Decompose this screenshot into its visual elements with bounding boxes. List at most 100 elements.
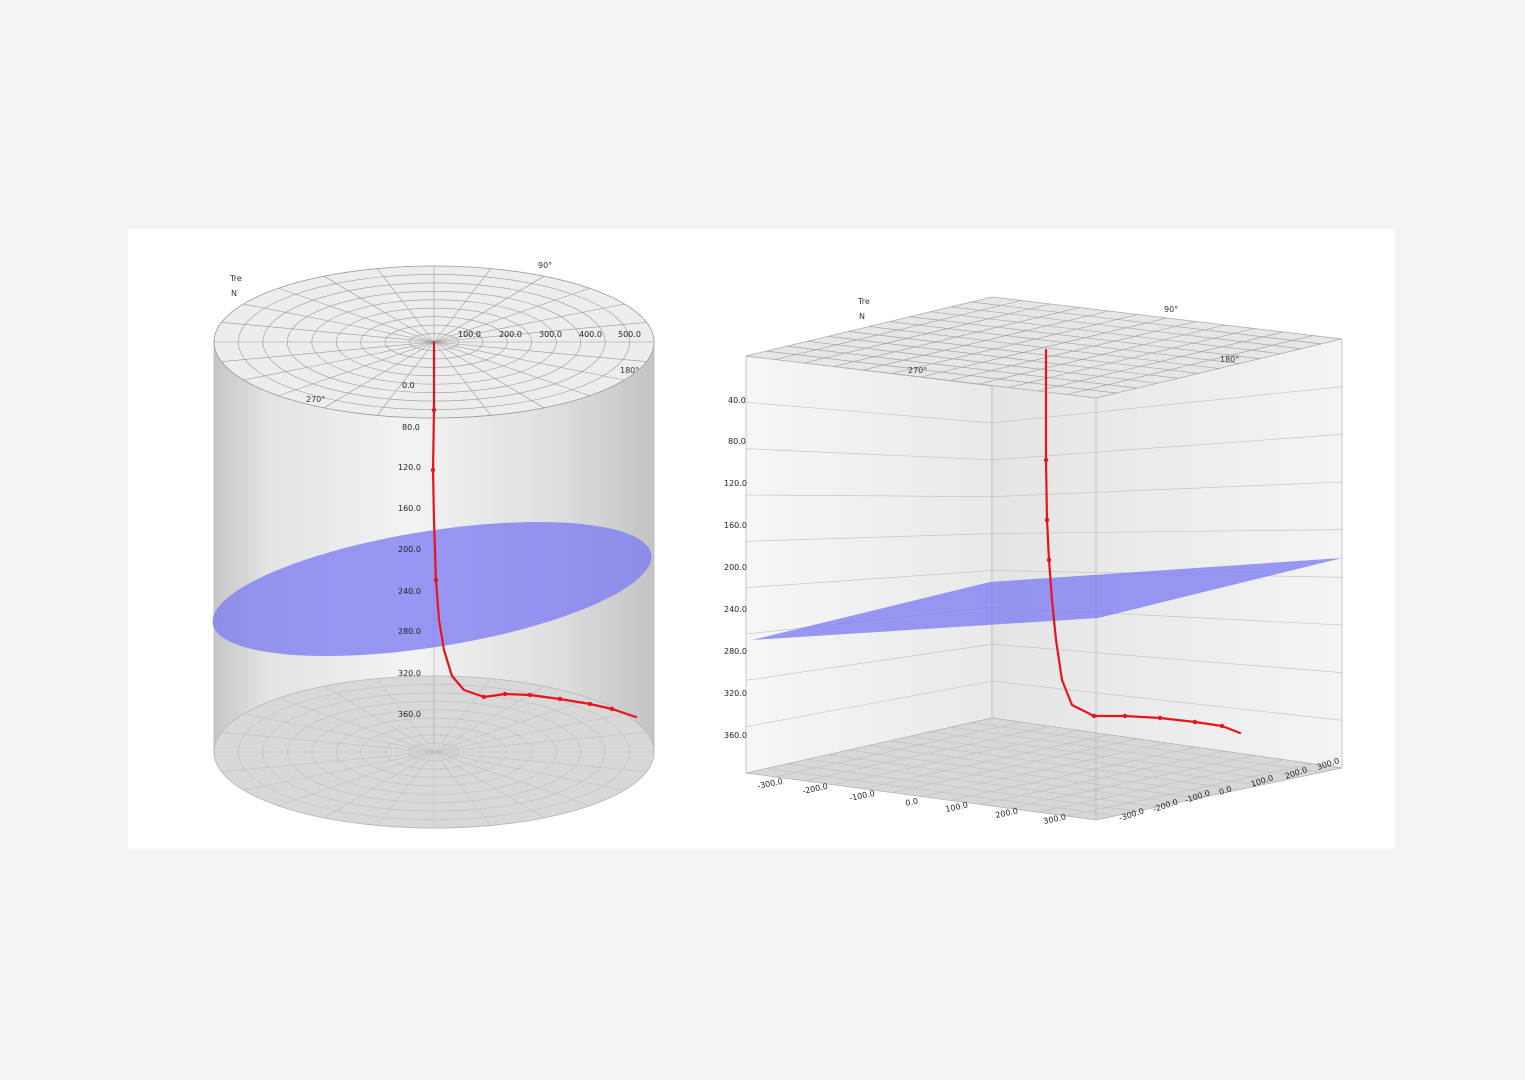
cyl-radial-tick-0: 100.0	[458, 330, 481, 339]
box-top-grid-line	[804, 303, 1051, 364]
cylinder-radial-ticks: 100.0 200.0 300.0 400.0 500.0	[458, 330, 641, 339]
cyl-trace-marker	[430, 467, 436, 473]
cyl-top-grid-spoke	[433, 341, 492, 416]
cyl-depth-tick-1: 80.0	[402, 423, 420, 432]
cyl-bottom-grid-spoke	[433, 685, 545, 753]
box-depth-tick-1: 80.0	[728, 437, 746, 446]
box-trace-marker	[1192, 719, 1198, 725]
box-floor-grid-line	[891, 738, 1138, 793]
cyl-top-grid-spoke	[221, 341, 435, 362]
cylinder-well-trace	[431, 340, 638, 719]
cyl-trace-marker	[431, 407, 437, 413]
cyl-radial-tick-4: 500.0	[618, 330, 641, 339]
cyl-bottom-grid-spoke	[433, 732, 647, 753]
box-dir-180: 180°	[1220, 355, 1239, 364]
cyl-radial-tick-3: 400.0	[579, 330, 602, 339]
box-view: 40.0 80.0 120.0 160.0 200.0 240.0 280.0 …	[724, 296, 1343, 826]
box-right-wall	[991, 338, 1343, 769]
cyl-top-grid-spoke	[323, 341, 435, 409]
cyl-bottom-grid-spoke	[433, 697, 590, 753]
cyl-depth-tick-0: 0.0	[402, 381, 415, 390]
box-trace-marker	[1091, 713, 1097, 719]
cyl-top-grid-spoke	[243, 303, 435, 343]
cyl-top-grid-spoke	[278, 341, 435, 397]
cyl-bottom-grid-spoke	[433, 751, 625, 791]
box-right-wall-grid-line	[991, 386, 1343, 424]
box-floor-grid-line	[979, 751, 1226, 805]
box-top-grid-line	[891, 314, 1138, 374]
box-trace-marker	[1044, 517, 1050, 523]
cyl-bottom-grid-spoke	[278, 751, 435, 807]
cyl-bottom-grid-spoke	[433, 678, 492, 753]
box-floor-grid-line	[775, 721, 1022, 778]
box-trace-marker	[1043, 457, 1049, 463]
box-right-wall-grid-line	[991, 529, 1343, 534]
cyl-top-grid-spoke	[433, 287, 590, 343]
box-top-grid-line	[775, 300, 1022, 360]
cyl-depth-tick-4: 200.0	[398, 545, 421, 554]
box-well-trace	[1044, 348, 1242, 735]
cyl-bottom-grid-spoke	[278, 697, 435, 753]
box-top-grid-line	[1066, 335, 1313, 395]
cyl-depth-tick-6: 280.0	[398, 627, 421, 636]
box-floor-grid-line	[1037, 759, 1284, 813]
cylinder-depth-ticks: 0.0 80.0 120.0 160.0 200.0 240.0 280.0 3…	[398, 381, 421, 719]
box-depth-tick-2: 120.0	[724, 479, 747, 488]
box-right-wall-grid-line	[991, 481, 1343, 497]
box-dir-90: 90°	[1164, 305, 1178, 314]
box-depth-tick-0: 40.0	[728, 396, 746, 405]
cyl-trace-marker	[609, 706, 615, 712]
cyl-top-grid-spoke	[433, 341, 647, 362]
box-depth-tick-5: 240.0	[724, 605, 747, 614]
cylinder-top-grid	[213, 265, 655, 419]
cyl-top-grid-spoke	[433, 322, 647, 343]
cyl-depth-tick-3: 160.0	[398, 504, 421, 513]
box-top-grid	[766, 300, 1322, 395]
cyl-bottom-grid-spoke	[323, 685, 435, 753]
box-depth-tick-3: 160.0	[724, 521, 747, 530]
cyl-dir-n: N	[231, 289, 237, 298]
cyl-bottom-grid-spoke	[243, 751, 435, 791]
cyl-bottom-grid-spoke	[376, 751, 435, 826]
cyl-top-grid-spoke	[433, 268, 492, 343]
box-trace-marker	[1122, 713, 1128, 719]
box-trace-marker	[1046, 557, 1052, 563]
box-left-wall-grid-line	[745, 533, 993, 542]
box-top-grid-line	[950, 321, 1197, 381]
box-left-wall-grid-line	[745, 402, 993, 424]
box-floor-grid-line	[1008, 755, 1255, 809]
box-floor-grid-line	[920, 742, 1168, 797]
cyl-trace-marker	[587, 701, 593, 707]
box-right-wall-grid-line	[991, 643, 1343, 673]
cyl-bottom-grid-spoke	[433, 751, 647, 772]
box-trace-marker	[1157, 715, 1163, 721]
cyl-top-grid-spoke	[376, 268, 435, 343]
cyl-depth-tick-5: 240.0	[398, 587, 421, 596]
box-trace-markers	[1043, 457, 1225, 729]
box-left-wall-grid-line	[745, 643, 993, 681]
cyl-dir-90: 90°	[538, 261, 552, 270]
cyl-trace-marker	[433, 577, 439, 583]
cylinder-view: 0.0 80.0 120.0 160.0 200.0 240.0 280.0 3…	[212, 261, 655, 829]
box-depth-tick-4: 200.0	[724, 563, 747, 572]
cyl-top-grid-spoke	[221, 322, 435, 343]
cyl-top-grid-spoke	[433, 341, 545, 409]
cyl-top-grid-spoke	[278, 287, 435, 343]
box-top-grid-line	[920, 317, 1168, 378]
box-top-grid-line	[1037, 331, 1284, 392]
box-top-grid-line	[862, 310, 1109, 371]
box-trace-marker	[1219, 723, 1225, 729]
cyl-trace-marker	[502, 691, 508, 697]
box-left-wall-grid-line	[745, 448, 993, 461]
box-floor-grid-line	[1066, 763, 1313, 817]
cyl-dir-tre: Tre	[229, 274, 242, 283]
cylinder-trace-markers	[430, 407, 615, 712]
cyl-depth-tick-7: 320.0	[398, 669, 421, 678]
cyl-trace-marker	[481, 694, 487, 700]
box-floor-grid-line	[833, 730, 1080, 786]
box-depth-tick-8: 360.0	[724, 731, 747, 740]
cyl-trace-marker	[557, 696, 563, 702]
cyl-depth-tick-2: 120.0	[398, 463, 421, 472]
box-dir-270: 270°	[908, 366, 927, 375]
